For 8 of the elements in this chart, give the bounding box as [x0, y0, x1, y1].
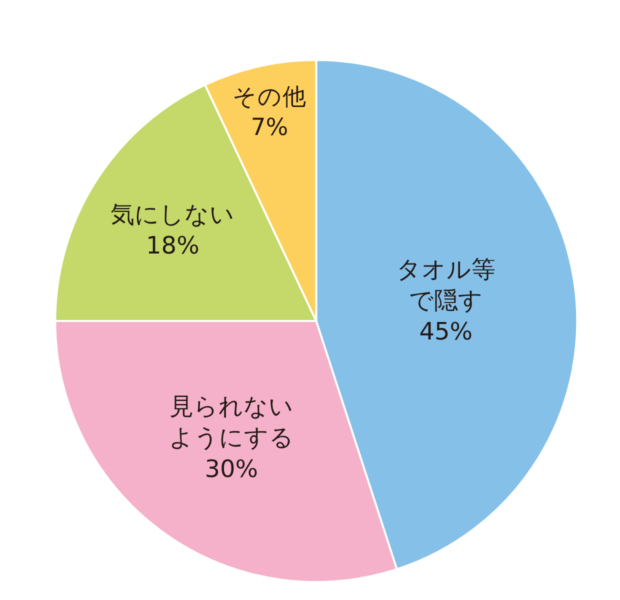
slice-label: 気にしない — [110, 200, 235, 228]
slice-label: タオル等で隠す — [396, 255, 496, 314]
slice-label: その他 — [232, 82, 306, 110]
data-label: 7% — [250, 113, 288, 142]
slice-label: 見られないようにする — [168, 392, 294, 452]
data-label: 30% — [204, 454, 258, 483]
data-label: 18% — [146, 232, 200, 260]
data-label: 45% — [419, 318, 473, 346]
